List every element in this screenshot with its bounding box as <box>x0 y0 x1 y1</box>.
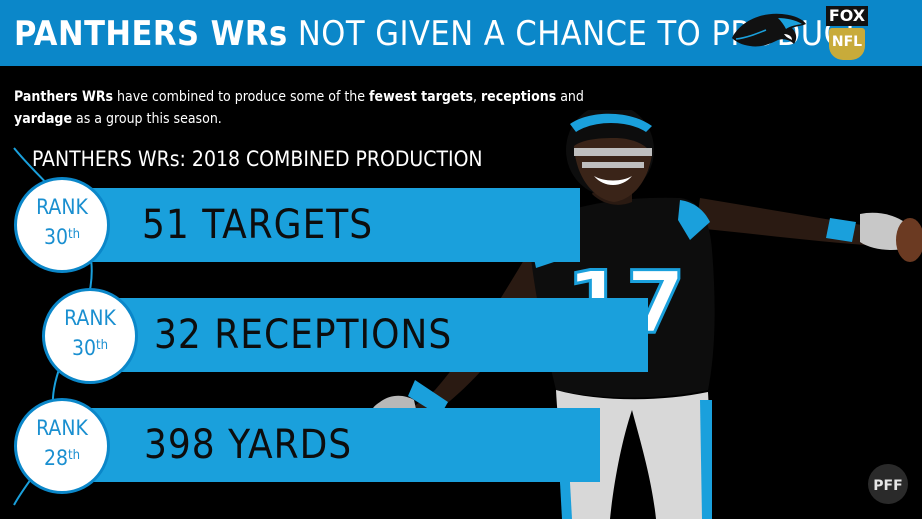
subtitle-bold-3: fewest targets <box>369 89 473 105</box>
rank-suffix: th <box>96 338 109 353</box>
svg-text:PFF: PFF <box>873 478 902 494</box>
title-bold: PANTHERS WRs <box>14 14 288 54</box>
panthers-logo-icon <box>732 13 806 47</box>
subtitle-part-4: , <box>472 89 481 105</box>
subtitle-bold-1: Panthers WRs <box>14 89 114 105</box>
stat-value-targets: 51 TARGETS <box>142 202 374 248</box>
subtitle-text: Panthers WRs have combined to produce so… <box>14 86 624 130</box>
stat-bar-receptions: 32 RECEPTIONS <box>88 298 648 372</box>
rank-badge-targets: RANK 30th <box>14 177 110 273</box>
rank-value: 28 <box>43 446 69 470</box>
rank-badge-yards: RANK 28th <box>14 398 110 494</box>
subtitle-part-2: have combined to produce some of the <box>113 89 370 105</box>
rank-number: 28th <box>17 443 107 471</box>
rank-number: 30th <box>17 222 107 250</box>
subtitle-bold-7: yardage <box>14 111 72 127</box>
rank-number: 30th <box>45 333 135 361</box>
rank-label: RANK <box>36 416 88 440</box>
fox-nfl-logo-icon: FOX NFL <box>826 6 868 60</box>
rank-label: RANK <box>36 195 88 219</box>
pff-logo-icon: PFF <box>868 464 908 504</box>
fox-text: FOX <box>826 6 868 26</box>
rank-value: 30 <box>71 336 97 360</box>
section-title: PANTHERS WRs: 2018 COMBINED PRODUCTION <box>32 147 483 171</box>
stat-bar-targets: 51 TARGETS <box>60 188 580 262</box>
rank-label: RANK <box>64 306 116 330</box>
rank-suffix: th <box>68 227 81 242</box>
rank-value: 30 <box>43 225 69 249</box>
subtitle-part-6: and <box>556 89 584 105</box>
nfl-shield-icon <box>829 28 865 60</box>
stat-bar-yards: 398 YARDS <box>60 408 600 482</box>
stat-value-receptions: 32 RECEPTIONS <box>154 312 453 358</box>
rank-badge-receptions: RANK 30th <box>42 288 138 384</box>
subtitle-part-8: as a group this season. <box>72 111 222 127</box>
stat-value-yards: 398 YARDS <box>144 422 353 468</box>
subtitle-bold-5: receptions <box>480 89 557 105</box>
nfl-text: NFL <box>831 34 863 50</box>
header-banner: PANTHERS WRs NOT GIVEN A CHANCE TO PRODU… <box>0 0 922 66</box>
rank-suffix: th <box>68 448 81 463</box>
